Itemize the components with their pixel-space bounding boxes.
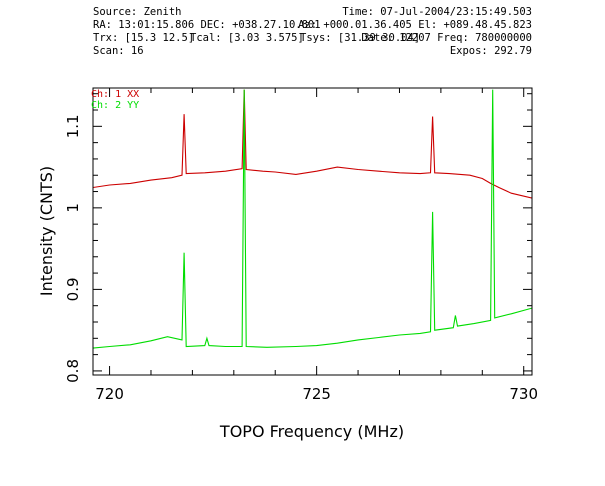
header-tsys: Tsys: [31.39 30.04]: [300, 32, 420, 44]
plot-frame: [92, 87, 533, 376]
x-tick-label: 730: [509, 385, 538, 403]
y-tick-label: 0.8: [64, 359, 82, 383]
y-tick-label: 1: [64, 203, 82, 213]
header-date-freq: Date: 12207 Freq: 780000000: [361, 32, 532, 44]
header-time: Time: 07-Jul-2004/23:15:49.503: [342, 6, 532, 18]
y-axis-label: Intensity (CNTS): [37, 166, 56, 296]
legend-ch1: Ch: 1 XX: [91, 89, 139, 100]
x-axis-label: TOPO Frequency (MHz): [219, 422, 404, 441]
y-tick-label: 0.9: [64, 277, 82, 301]
header-az-el: Az: +000.01.36.405 El: +089.48.45.823: [298, 19, 532, 31]
header-expos: Expos: 292.79: [450, 45, 532, 57]
series-layer: [93, 89, 532, 349]
x-tick-label: 720: [95, 385, 124, 403]
series-line-2: [93, 89, 532, 349]
header-ra-dec: RA: 13:01:15.806 DEC: +038.27.10.801: [93, 19, 321, 31]
y-tick-label: 1.1: [64, 114, 82, 138]
series-line-1: [93, 89, 532, 199]
observation-header: Source: Zenith Time: 07-Jul-2004/23:15:4…: [93, 6, 532, 57]
header-tcal: Tcal: [3.03 3.575]: [190, 32, 304, 44]
legend: Ch: 1 XX Ch: 2 YY: [91, 89, 139, 111]
x-tick-label: 725: [302, 385, 331, 403]
header-source: Source: Zenith: [93, 6, 182, 18]
legend-ch2: Ch: 2 YY: [91, 100, 139, 111]
header-scan: Scan: 16: [93, 45, 144, 57]
tick-layer: 720 725 730 0.8 0.9 1 1.1: [64, 88, 538, 403]
header-trx: Trx: [15.3 12.5]: [93, 32, 194, 44]
